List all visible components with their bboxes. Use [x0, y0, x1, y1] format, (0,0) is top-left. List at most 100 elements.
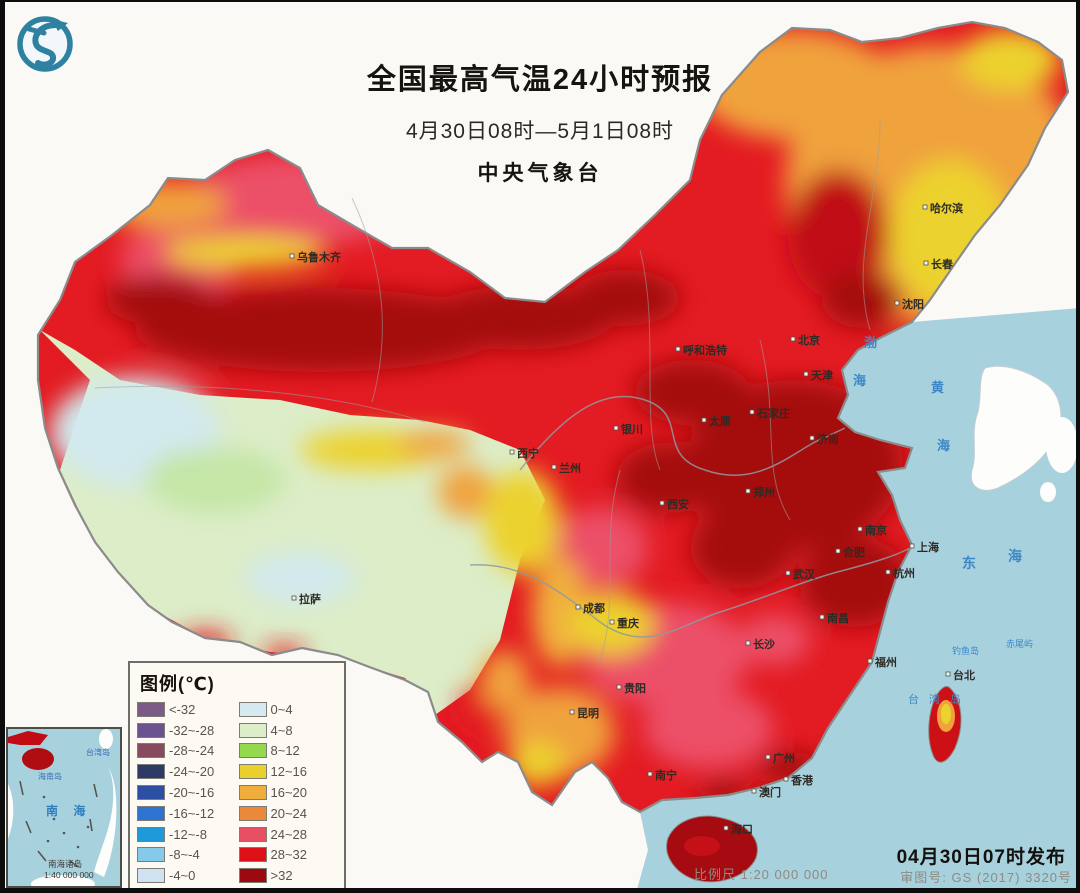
sea-label: 海	[853, 373, 866, 388]
legend-item: 28~32	[238, 845, 341, 866]
inset-taiwan-label: 台湾岛	[86, 747, 110, 757]
inset-mainland-coast	[8, 731, 48, 745]
city-marker	[894, 300, 900, 306]
south-china-sea-inset: 海南岛 台湾岛 南 海 南海诸岛 1:40 000 000	[6, 727, 122, 893]
legend-range-label: -8~-4	[169, 847, 200, 863]
inset-taiwan-island	[99, 729, 113, 749]
city-marker	[885, 569, 891, 575]
japan-island-small	[1040, 482, 1056, 502]
island-label: 台湾岛	[908, 692, 971, 706]
city-marker	[675, 346, 681, 352]
sea-labels: 渤海 黄海东海	[853, 335, 1022, 571]
island-labels: 台湾岛 钓鱼岛 赤尾屿	[908, 639, 1033, 706]
yellow-river	[519, 395, 846, 476]
city-label: 杭州	[893, 566, 915, 580]
hainan-hot-spot	[684, 836, 720, 856]
city-label: 石家庄	[756, 406, 790, 420]
city-label: 银川	[621, 422, 643, 436]
legend-swatch	[137, 743, 165, 759]
legend-item: 24~28	[238, 824, 341, 845]
legend-swatch	[238, 701, 267, 717]
city-label: 长春	[931, 257, 954, 271]
city-marker	[289, 253, 295, 259]
sea-area	[636, 308, 1080, 893]
legend-range-label: 4~8	[270, 722, 293, 738]
legend-range-label: 24~28	[270, 826, 308, 842]
city-marker	[835, 548, 841, 554]
legend-range-label: >32	[270, 868, 293, 884]
city-marker	[609, 619, 615, 625]
city-marker	[745, 488, 751, 494]
province-boundaries	[94, 119, 881, 661]
city-label: 昆明	[577, 707, 599, 720]
city-label: 上海	[917, 540, 939, 554]
city-label: 呼和浩特	[683, 343, 727, 357]
legend-swatch	[137, 847, 165, 863]
city-label: 澳门	[759, 785, 781, 799]
city-marker	[701, 417, 707, 423]
map-approval-number: 审图号: GS (2017) 3320号	[900, 870, 1072, 885]
legend-item: -24~-20	[137, 761, 239, 782]
legend-item: 16~20	[238, 782, 341, 803]
city-label: 南昌	[827, 611, 849, 625]
inset-hainan-label: 海南岛	[38, 771, 62, 781]
legend-range-label: -32~-28	[169, 722, 215, 738]
city-label: 海口	[731, 822, 753, 836]
forecast-period: 4月30日08时—5月1日08时	[405, 120, 675, 143]
legend-item: -20~-16	[137, 782, 239, 803]
city-label: 贵阳	[624, 681, 646, 695]
inset-islands-title: 南海诸岛	[48, 859, 82, 869]
issuing-agency: 中央气象台	[477, 162, 603, 185]
city-marker	[945, 671, 951, 677]
legend-title: 图例(℃)	[140, 674, 215, 694]
inset-philippines	[94, 767, 117, 877]
map-header: 全国最高气温24小时预报 4月30日08时—5月1日08时 中央气象台	[0, 56, 1080, 187]
issue-time: 04月30日07时发布	[896, 847, 1066, 868]
city-marker	[647, 771, 653, 777]
legend-swatch	[238, 868, 267, 884]
legend-swatch	[137, 805, 165, 821]
city-marker	[551, 464, 557, 470]
legend-item: -28~-24	[137, 741, 239, 762]
image-border-left	[0, 0, 5, 893]
city-label: 北京	[798, 333, 820, 347]
inset-sea-label: 南 海	[46, 803, 91, 818]
city-label: 武汉	[793, 567, 816, 581]
legend-column-positive: 0~4 4~8 8~12 12~16 16~20 20~24 24~28 28~32 >32	[238, 699, 341, 886]
city-marker	[749, 409, 755, 415]
legend-range-label: -12~-8	[169, 826, 207, 842]
city-label: 福州	[874, 655, 897, 669]
image-border-right	[1076, 0, 1080, 893]
legend-range-label: 12~16	[270, 764, 308, 780]
city-marker	[745, 640, 751, 646]
china-border	[36, 20, 1070, 814]
inset-scale-label: 1:40 000 000	[44, 870, 94, 880]
city-marker	[819, 614, 825, 620]
legend-swatch	[137, 764, 165, 780]
sea-label: 黄	[931, 380, 944, 395]
legend-swatch	[137, 826, 165, 842]
city-label: 哈尔滨	[930, 201, 963, 215]
city-label: 合肥	[843, 545, 865, 559]
sea-label: 渤	[864, 335, 877, 350]
rivers	[469, 395, 911, 638]
city-marker	[783, 776, 789, 782]
legend-swatch	[238, 743, 267, 759]
city-marker	[909, 543, 915, 549]
city-label: 兰州	[559, 461, 581, 475]
legend-swatch	[238, 764, 267, 780]
legend-range-label: 8~12	[270, 743, 300, 759]
map-scale: 比例尺 1:20 000 000	[694, 867, 829, 882]
city-marker	[751, 788, 757, 794]
city-marker	[803, 371, 809, 377]
legend-swatch	[137, 722, 165, 738]
legend-range-label: 0~4	[270, 701, 293, 717]
legend-item: >32	[238, 865, 341, 886]
legend-item: 4~8	[238, 720, 341, 741]
city-marker	[575, 604, 581, 610]
city-label: 郑州	[753, 485, 775, 499]
city-marker	[509, 449, 515, 455]
sea-label: 海	[1008, 548, 1022, 564]
